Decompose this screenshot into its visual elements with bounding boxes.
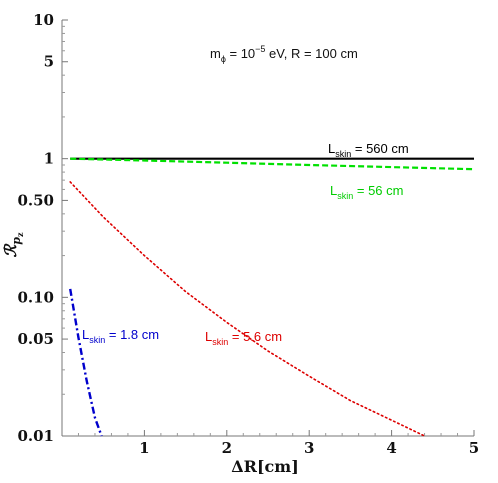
y-tick-label: 0.05 bbox=[17, 330, 54, 348]
y-tick-label: 0.01 bbox=[17, 427, 54, 445]
label-1-8: Lskin = 1.8 cm bbox=[82, 327, 159, 345]
x-tick-label: 3 bbox=[304, 439, 314, 457]
y-label-main: ℛ bbox=[1, 243, 20, 258]
y-tick-label: 5 bbox=[44, 53, 54, 71]
label-560-sub: skin bbox=[335, 149, 351, 159]
label-5-6-sub: skin bbox=[212, 337, 228, 347]
x-tick-label: 2 bbox=[222, 439, 232, 457]
y-axis-label: ℛpz bbox=[1, 232, 25, 257]
ticks: 1 2 3 4 5 0.01 0.05 0.10 0.50 1 5 10 bbox=[17, 11, 479, 457]
label-56-main: L bbox=[330, 183, 337, 198]
label-560: Lskin = 560 cm bbox=[328, 141, 409, 159]
label-56-rest: = 56 cm bbox=[353, 183, 403, 198]
y-tick-label: 0.50 bbox=[17, 191, 54, 209]
x-tick-label: 5 bbox=[469, 439, 479, 457]
title-phi: ϕ bbox=[221, 54, 226, 64]
label-560-rest: = 560 cm bbox=[351, 141, 408, 156]
label-1-8-rest: = 1.8 cm bbox=[105, 327, 159, 342]
title-exp: −5 bbox=[255, 44, 265, 54]
y-tick-label: 10 bbox=[33, 11, 54, 29]
x-tick-label: 4 bbox=[386, 439, 396, 457]
axes bbox=[61, 20, 474, 437]
label-5-6-rest: = 5.6 cm bbox=[228, 329, 282, 344]
y-tick-label: 0.10 bbox=[17, 288, 54, 306]
chart-title: mϕ = 10−5 eV, R = 100 cm bbox=[210, 44, 358, 64]
x-axis-label: ΔR[cm] bbox=[231, 457, 299, 476]
series-line-1 bbox=[70, 157, 475, 171]
label-560-main: L bbox=[328, 141, 335, 156]
title-eq: = 10 bbox=[226, 46, 255, 61]
series-layer bbox=[69, 157, 475, 437]
label-5-6: Lskin = 5.6 cm bbox=[205, 329, 282, 347]
title-rest: eV, R = 100 cm bbox=[265, 46, 357, 61]
label-1-8-main: L bbox=[82, 327, 89, 342]
series-line-3 bbox=[69, 288, 103, 437]
y-tick-label: 1 bbox=[44, 150, 54, 168]
label-5-6-main: L bbox=[205, 329, 212, 344]
title-m: m bbox=[210, 46, 221, 61]
label-56-sub: skin bbox=[337, 191, 353, 201]
x-tick-label: 1 bbox=[139, 439, 149, 457]
label-56: Lskin = 56 cm bbox=[330, 183, 403, 201]
y-label-sub: p bbox=[10, 237, 23, 245]
series-line-2 bbox=[69, 181, 426, 437]
label-1-8-sub: skin bbox=[89, 335, 105, 345]
y-label-subsub: z bbox=[15, 232, 25, 237]
